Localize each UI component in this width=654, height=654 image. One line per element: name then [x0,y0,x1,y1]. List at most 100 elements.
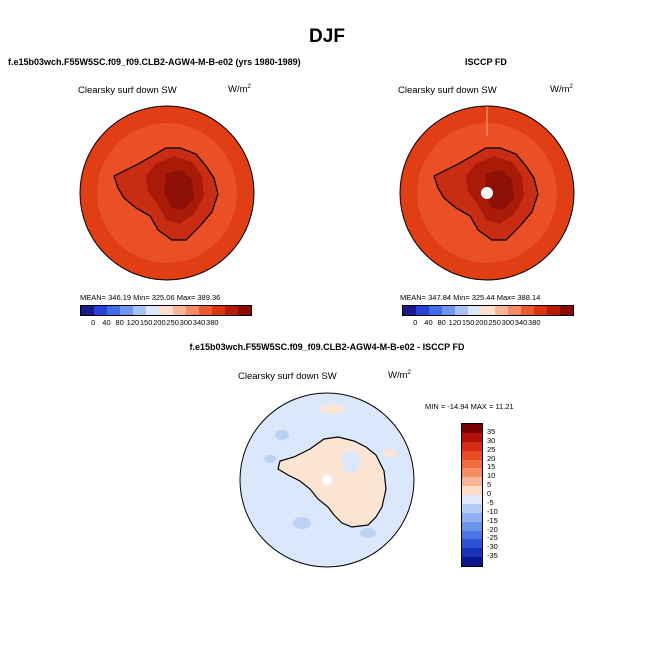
colorbar-swatch [533,306,547,315]
colorbar-swatch [462,477,482,487]
panel-3-border [239,392,415,568]
colorbar-swatch [462,432,482,442]
colorbar-tick-label: 80 [115,318,124,327]
colorbar-tick-label: 300 [501,318,515,327]
colorbar-tick-label: 200 [153,318,166,327]
panel-1-title: f.e15b03wch.F55W5SC.f09_f09.CLB2-AGW4-M-… [8,57,301,67]
colorbar-tick-label: 150 [461,318,475,327]
colorbar-tick-label: -10 [487,506,498,516]
colorbar-tick-label: 120 [126,318,140,327]
panel-3-stats: MIN = -14.94 MAX = 11.21 [425,402,514,411]
colorbar-tick-label: 380 [528,318,541,327]
colorbar-swatch [403,306,417,315]
colorbar-swatch [416,306,430,315]
colorbar-swatches [80,305,252,316]
colorbar-swatch [146,306,160,315]
colorbar-swatch [559,306,574,315]
panel-1-colorbar: 0 40 80 120 150 200 250 300 340 380 [80,305,252,327]
panel-1-variable: Clearsky surf down SW [78,85,177,96]
colorbar-swatch [507,306,521,315]
panel-2-pole-mask [481,187,493,199]
colorbar-swatch [462,450,482,460]
colorbar-tick-label: -25 [487,533,498,543]
panel-3-positive-patch [320,404,344,414]
colorbar-swatch [468,306,482,315]
colorbar-tick-label: 250 [488,318,501,327]
colorbar-swatch [120,306,134,315]
colorbar-tick-label: 120 [448,318,462,327]
colorbar-swatch [429,306,443,315]
colorbar-swatch [462,495,482,504]
panel-3-coastline [277,436,387,528]
colorbar-tick-label: 0 [487,489,492,498]
panel-3-pole-mask [322,475,332,485]
figure-title: DJF [309,26,345,47]
panel-2-stats: MEAN= 347.84 Min= 325.44 Max= 388.14 [400,293,541,302]
colorbar-swatch [81,306,95,315]
panel-2-map [399,105,575,281]
panel-2-units: W/m2 [550,84,573,96]
colorbar-swatch [462,521,482,531]
colorbar-tick-label: -35 [487,551,498,561]
panel-1-map [79,105,255,281]
colorbar-tick-label: 200 [475,318,488,327]
colorbar-swatch [462,441,482,451]
colorbar-tick-label: 340 [514,318,528,327]
colorbar-swatch [107,306,121,315]
panel-1-coastline [113,147,219,241]
panel-3-negative-patch [360,528,376,538]
panel-2-coastline [433,147,539,241]
colorbar-swatch [462,530,482,540]
colorbar-swatch [159,306,173,315]
panel-3-variable: Clearsky surf down SW [238,371,337,382]
panel-2-plateau-core [484,170,514,210]
colorbar-swatch [462,459,482,469]
colorbar-swatch [462,548,482,558]
panel-2-title: ISCCP FD [465,57,507,67]
colorbar-swatch [546,306,560,315]
colorbar-swatch [481,306,495,315]
colorbar-tick-label: 0 [413,318,418,327]
colorbar-tick-label: 25 [487,444,496,454]
colorbar-tick-label: 15 [487,462,496,472]
colorbar-swatch [198,306,212,315]
colorbar-tick-label: 20 [487,453,496,463]
panel-3-positive-patch [383,449,397,457]
panel-1-stats: MEAN= 346.19 Min= 325.06 Max= 389.36 [80,293,221,302]
colorbar-tick-label: -15 [487,515,498,525]
colorbar-swatch [94,306,108,315]
colorbar-tick-label: 0 [91,318,96,327]
colorbar-tick-label: 250 [166,318,179,327]
colorbar-tick-label: -20 [487,524,498,534]
colorbar-tick-label: 30 [487,435,496,445]
colorbar-swatch [520,306,534,315]
panel-1-units: W/m2 [228,84,251,96]
colorbar-swatch [462,424,482,433]
panel-1-border [79,105,255,281]
colorbar-swatch [462,503,482,513]
panel-2-variable: Clearsky surf down SW [398,85,497,96]
colorbar-tick-label: 10 [487,471,496,481]
colorbar-tick-label: 340 [192,318,206,327]
panel-3-title: f.e15b03wch.F55W5SC.f09_f09.CLB2-AGW4-M-… [189,342,465,352]
colorbar-swatch [455,306,469,315]
panel-3-negative-patch [342,451,362,473]
colorbar-swatch [462,539,482,549]
colorbar-swatch [133,306,147,315]
panel-3-negative-patch [275,430,289,440]
colorbar-swatch [211,306,225,315]
colorbar-ticks: 0 40 80 120 150 200 250 300 340 380 [80,316,252,327]
colorbar-swatch [185,306,199,315]
panel-3-negative-patch [264,455,276,463]
colorbar-tick-label: 5 [487,480,492,490]
colorbar-swatch [224,306,238,315]
colorbar-swatch [462,512,482,522]
panel-2-colorbar: 0 40 80 120 150 200 250 300 340 380 [402,305,574,327]
panel-3-negative-patch [293,517,311,529]
colorbar-tick-label: -30 [487,542,498,552]
colorbar-tick-label: 380 [206,318,219,327]
panel-3-map [239,392,415,568]
panel-3-units: W/m2 [388,370,411,382]
colorbar-tick-label: 35 [487,426,496,436]
diff-colorbar [461,423,483,567]
